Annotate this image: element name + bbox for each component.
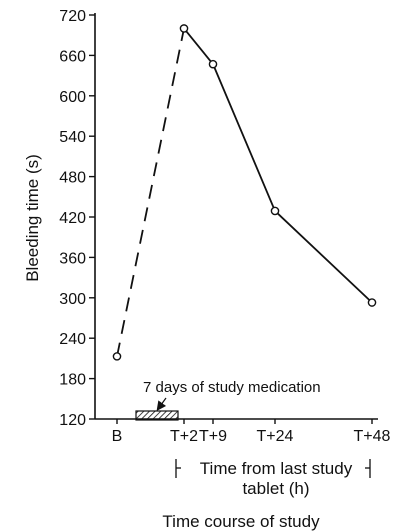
y-tick-label: 180 (59, 372, 86, 389)
y-tick-label: 720 (59, 8, 86, 25)
x-ticks: B T+2 T+9 T+24 T+48 (112, 419, 391, 445)
medication-bar (135, 410, 179, 421)
y-tick-label: 600 (59, 89, 86, 106)
x-tick-label: B (112, 428, 123, 445)
x-tick-label: T+9 (199, 428, 227, 445)
data-series (112, 24, 377, 361)
data-point (179, 24, 189, 33)
y-axis-label: Bleeding time (s) (23, 154, 42, 282)
x-tick-label: T+24 (257, 428, 294, 445)
series-segment-dashed (116, 28, 185, 357)
y-tick-label: 420 (59, 210, 86, 227)
annotations (135, 397, 371, 478)
y-tick-label: 300 (59, 291, 86, 308)
series-segment (212, 63, 276, 212)
y-tick-label: 240 (59, 331, 86, 348)
y-tick-label: 660 (59, 48, 86, 65)
y-tick-label: 480 (59, 170, 86, 187)
y-ticks: 120 180 240 300 360 420 480 540 600 660 720 (59, 8, 95, 429)
data-point (367, 298, 377, 307)
data-point (112, 352, 122, 361)
y-tick-label: 360 (59, 250, 86, 267)
x-axis-label: Time course of study (162, 512, 320, 531)
data-point (270, 206, 280, 216)
x-tick-label: T+48 (354, 428, 391, 445)
y-tick-label: 540 (59, 129, 86, 146)
data-point (208, 59, 218, 69)
axes (94, 13, 378, 420)
x-tick-label: T+2 (170, 428, 198, 445)
medication-arrow (156, 397, 167, 411)
medication-annotation: 7 days of study medication (143, 379, 321, 396)
x-sublabel-line2: tablet (h) (242, 479, 309, 498)
series-segment (183, 27, 214, 65)
series-segment (274, 210, 373, 304)
y-tick-label: 120 (59, 412, 86, 429)
x-sublabel-line1: Time from last study (200, 459, 353, 478)
